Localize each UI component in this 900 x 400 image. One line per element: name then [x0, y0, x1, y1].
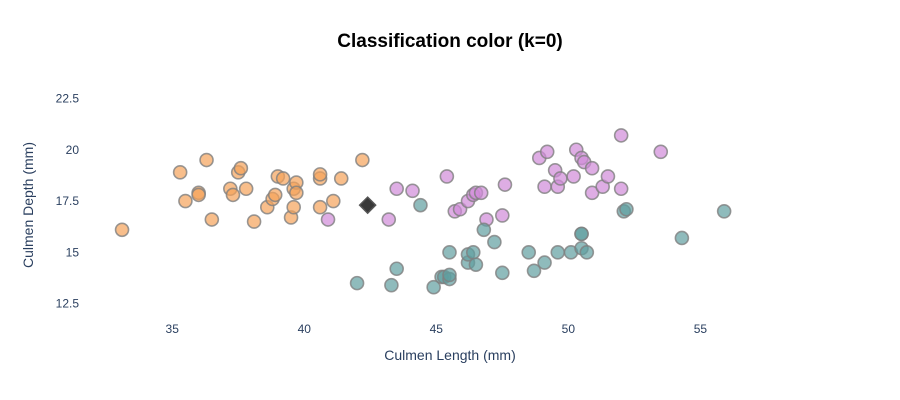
- x-tick-label: 40: [298, 322, 312, 336]
- y-tick-label: 20: [66, 143, 80, 157]
- x-axis-ticks: 35 40 45 50 55: [166, 322, 708, 336]
- scatter-point-series-1: [539, 144, 555, 160]
- chart-title: Classification color (k=0): [337, 31, 563, 52]
- scatter-point-series-1: [584, 160, 600, 176]
- scatter-point-series-2: [619, 201, 634, 217]
- scatter-point-series-2: [579, 245, 595, 260]
- y-tick-label: 22.5: [56, 91, 80, 105]
- scatter-point-series-0: [267, 187, 283, 203]
- scatter-point-series-0: [312, 167, 328, 182]
- scatter-point-series-1: [389, 181, 404, 197]
- scatter-point-series-0: [233, 160, 249, 176]
- scatter-point-series-2: [349, 275, 365, 291]
- y-axis-title: Culmen Depth (mm): [20, 142, 36, 268]
- data-points: [114, 128, 732, 295]
- scatter-point-series-2: [476, 222, 492, 238]
- scatter-point-series-2: [442, 245, 457, 260]
- y-tick-label: 12.5: [56, 297, 80, 311]
- scatter-point-series-0: [246, 214, 262, 229]
- x-tick-label: 55: [694, 322, 708, 336]
- scatter-point-series-1: [381, 212, 397, 227]
- scatter-point-series-2: [716, 204, 732, 219]
- scatter-point-series-2: [521, 245, 537, 260]
- scatter-point-series-2: [442, 267, 457, 283]
- x-tick-label: 35: [166, 322, 180, 336]
- scatter-point-series-1: [600, 169, 616, 184]
- scatter-point-series-1: [495, 208, 510, 223]
- scatter-point-series-2: [526, 263, 542, 279]
- scatter-point-series-2: [487, 234, 502, 250]
- scatter-point-series-2: [495, 265, 510, 281]
- x-tick-label: 50: [562, 322, 576, 336]
- scatter-point-series-1: [439, 169, 455, 184]
- scatter-point-series-0: [275, 171, 291, 186]
- scatter-point-series-0: [333, 171, 349, 186]
- scatter-point-series-0: [191, 187, 206, 203]
- scatter-point-series-0: [114, 222, 130, 238]
- y-axis-ticks: 12.5 15 17.5 20 22.5: [56, 91, 80, 310]
- scatter-point-series-1: [473, 185, 489, 201]
- scatter-point-series-0: [225, 187, 241, 203]
- scatter-point-series-0: [238, 181, 254, 197]
- scatter-point-series-1: [613, 181, 629, 197]
- scatter-point-series-0: [286, 199, 301, 215]
- scatter-point-series-0: [326, 193, 341, 209]
- scatter-point-series-1: [653, 144, 669, 160]
- scatter-point-series-2: [389, 261, 404, 277]
- scatter-point-series-2: [465, 245, 481, 260]
- scatter-point-series-1: [320, 212, 336, 227]
- x-axis-title: Culmen Length (mm): [384, 347, 516, 363]
- scatter-point-series-1: [566, 169, 581, 184]
- scatter-point-series-1: [537, 179, 552, 194]
- scatter-point-series-0: [199, 152, 214, 168]
- x-tick-label: 45: [430, 322, 444, 336]
- y-tick-label: 17.5: [56, 194, 80, 208]
- scatter-point-series-0: [312, 199, 328, 215]
- scatter-point-series-2: [674, 230, 690, 246]
- scatter-point-series-2: [550, 245, 566, 260]
- scatter-point-series-0: [355, 152, 370, 168]
- scatter-point-series-2: [426, 279, 441, 295]
- scatter-point-series-0: [289, 185, 304, 201]
- y-tick-label: 15: [66, 245, 80, 259]
- scatter-point-series-2: [384, 277, 399, 293]
- scatter-point-series-1: [497, 177, 513, 192]
- scatter-point-series-2: [574, 226, 589, 242]
- scatter-point-series-0: [172, 165, 188, 180]
- scatter-point-series-2: [468, 257, 484, 272]
- scatter-point-series-2: [413, 197, 428, 213]
- scatter-point-series-0: [204, 212, 220, 227]
- query-point-marker: [358, 196, 377, 215]
- scatter-point-series-0: [178, 193, 193, 209]
- scatter-point-series-2: [537, 255, 552, 270]
- scatter-point-series-1: [613, 128, 629, 143]
- scatter-point-series-1: [405, 183, 420, 199]
- scatter-point-series-1: [553, 171, 568, 186]
- scatter-point-series-1: [584, 185, 600, 201]
